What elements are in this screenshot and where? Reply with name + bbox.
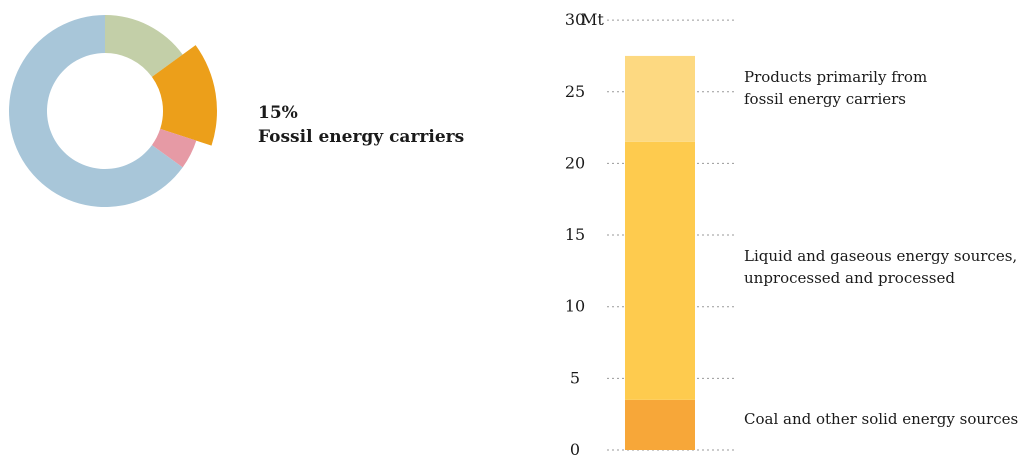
y-tick-label: 5 [570, 368, 580, 387]
label-products-fossil-line2: fossil energy carriers [744, 90, 906, 108]
y-unit-label: Mt [581, 10, 604, 29]
bar-segment-2 [625, 55, 695, 142]
label-products-fossil: Products primarily from fossil energy ca… [744, 66, 927, 110]
callout-label: Fossil energy carriers [258, 127, 465, 147]
donut-chart [9, 15, 217, 207]
label-liquid-gaseous-line1: Liquid and gaseous energy sources, [744, 247, 1018, 265]
y-tick-label: 25 [565, 82, 585, 101]
donut-slice-pink [151, 128, 197, 168]
callout-percent: 15% [258, 103, 298, 123]
label-coal-solid-line1: Coal and other solid energy sources [744, 410, 1019, 428]
donut-callout: 15% Fossil energy carriers [258, 101, 464, 149]
donut-slice-blue [9, 15, 183, 207]
y-tick-label: 10 [565, 297, 585, 316]
bar-segment-1 [625, 141, 695, 400]
label-coal-solid: Coal and other solid energy sources [744, 408, 1018, 430]
label-liquid-gaseous: Liquid and gaseous energy sources, unpro… [744, 245, 1017, 289]
y-tick-label: 15 [565, 225, 585, 244]
y-tick-label: 20 [565, 153, 585, 172]
donut-slice-fossil-energy-carriers [151, 45, 217, 146]
bar-segment-0 [625, 399, 695, 450]
y-tick-label: 0 [570, 440, 580, 457]
y-tick-label: 30 [565, 10, 585, 29]
label-products-fossil-line1: Products primarily from [744, 68, 928, 86]
label-liquid-gaseous-line2: unprocessed and processed [744, 269, 955, 287]
donut-slice-green [105, 15, 183, 77]
